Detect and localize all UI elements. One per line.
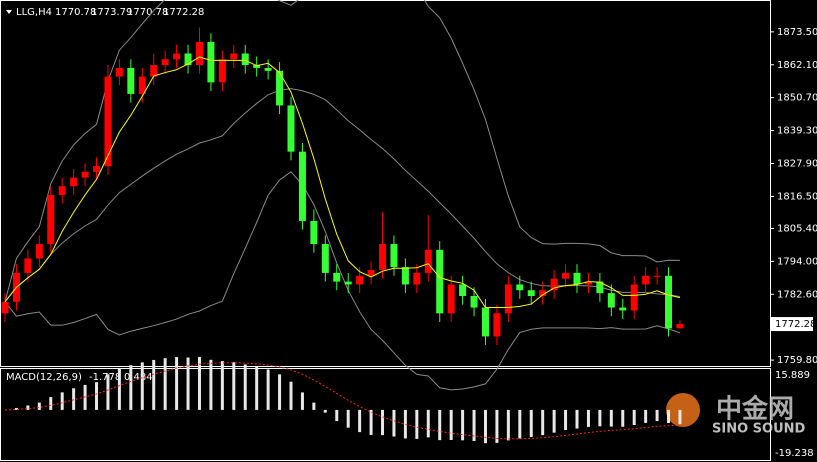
watermark-logo: 中金网 xyxy=(716,394,794,425)
candle-body xyxy=(607,293,615,308)
candle-body xyxy=(241,53,249,66)
bollinger-upper xyxy=(4,0,680,302)
high: 1773.79 xyxy=(91,7,132,18)
candle-body xyxy=(493,313,501,337)
candle-body xyxy=(287,105,295,152)
candle-body xyxy=(47,194,55,245)
candle-body xyxy=(539,290,547,297)
candle-body xyxy=(310,220,318,245)
close: 1772.28 xyxy=(163,7,204,18)
candle-body xyxy=(516,284,524,291)
candle-body xyxy=(276,70,284,106)
macd-tick-label: -19.238 xyxy=(775,448,814,459)
candle-body xyxy=(195,41,203,66)
candle-body xyxy=(550,278,558,291)
candle-body xyxy=(150,65,158,77)
bollinger-lower xyxy=(4,171,681,391)
candle-body xyxy=(264,67,272,71)
candle-body xyxy=(470,296,478,308)
candle-body xyxy=(584,281,592,285)
y-tick-label: 1850.70 xyxy=(777,93,817,104)
candle-body xyxy=(367,270,375,276)
menu-arrow xyxy=(6,10,12,14)
candle-body xyxy=(573,272,581,285)
candle-body xyxy=(379,244,387,271)
price-label-box xyxy=(771,317,813,332)
candle-body xyxy=(138,76,146,94)
price-label: 1772.28 xyxy=(775,319,816,330)
candle-body xyxy=(58,186,66,195)
candle-body xyxy=(390,244,398,268)
candle-body xyxy=(459,284,467,297)
candle-body xyxy=(24,258,32,273)
macd-main: -1.778 xyxy=(89,372,121,383)
y-tick-label: 1827.90 xyxy=(777,158,817,169)
candle-body xyxy=(527,290,535,297)
candle-body xyxy=(253,65,261,68)
y-tick-label: 1816.50 xyxy=(777,191,817,202)
candle-body xyxy=(665,275,673,329)
candle-body xyxy=(104,76,112,167)
candle-body xyxy=(161,59,169,66)
candle-body xyxy=(218,59,226,83)
candle-body xyxy=(1,301,9,314)
candle-body xyxy=(115,67,123,77)
candle-body xyxy=(184,53,192,66)
low: 1770.78 xyxy=(127,7,168,18)
candle-body xyxy=(401,267,409,285)
macd-panel xyxy=(0,368,771,461)
candle-body xyxy=(127,67,135,94)
open: 1770.78 xyxy=(55,7,96,18)
candle-body xyxy=(321,244,329,273)
macd-signal: 0.484 xyxy=(124,372,153,383)
candle-body xyxy=(173,53,181,60)
candle-body xyxy=(424,249,432,273)
candle-body xyxy=(93,166,101,172)
candle-body xyxy=(630,284,638,311)
candle-body xyxy=(619,307,627,311)
candle-body xyxy=(562,272,570,279)
macd-tick-label: 15.889 xyxy=(775,370,810,381)
moving-average xyxy=(4,56,681,309)
symbol: LLG,H4 xyxy=(16,7,52,18)
y-tick-label: 1759.80 xyxy=(777,355,817,366)
candle-body xyxy=(676,324,684,329)
candle-body xyxy=(298,151,306,221)
watermark: 中金网 SINO SOUND xyxy=(666,393,806,437)
main-panel xyxy=(0,0,771,367)
candle-body xyxy=(447,284,455,314)
y-tick-label: 1862.10 xyxy=(777,60,817,71)
candle-body xyxy=(207,41,215,83)
y-tick-label: 1873.50 xyxy=(777,27,817,38)
candle-body xyxy=(504,284,512,314)
candle-body xyxy=(356,275,364,285)
candle-body xyxy=(81,171,89,178)
watermark-brand: SINO SOUND xyxy=(712,422,806,437)
candle-body xyxy=(596,281,604,294)
y-tick-label: 1782.60 xyxy=(777,289,817,300)
candle-body xyxy=(436,249,444,314)
y-tick-label: 1794.00 xyxy=(777,256,817,267)
candle-body xyxy=(230,53,238,60)
candle-body xyxy=(481,307,489,337)
watermark-logo-circle xyxy=(666,393,700,427)
candle-body xyxy=(333,272,341,282)
candle-body xyxy=(344,281,352,285)
candle-body xyxy=(35,244,43,259)
candle-body xyxy=(653,275,661,277)
y-tick-label: 1805.40 xyxy=(777,223,817,234)
candle-body xyxy=(642,275,650,285)
macd-name: MACD(12,26,9) xyxy=(6,372,82,383)
candle-body xyxy=(413,272,421,285)
candle-body xyxy=(70,177,78,187)
y-tick-label: 1839.30 xyxy=(777,126,817,137)
